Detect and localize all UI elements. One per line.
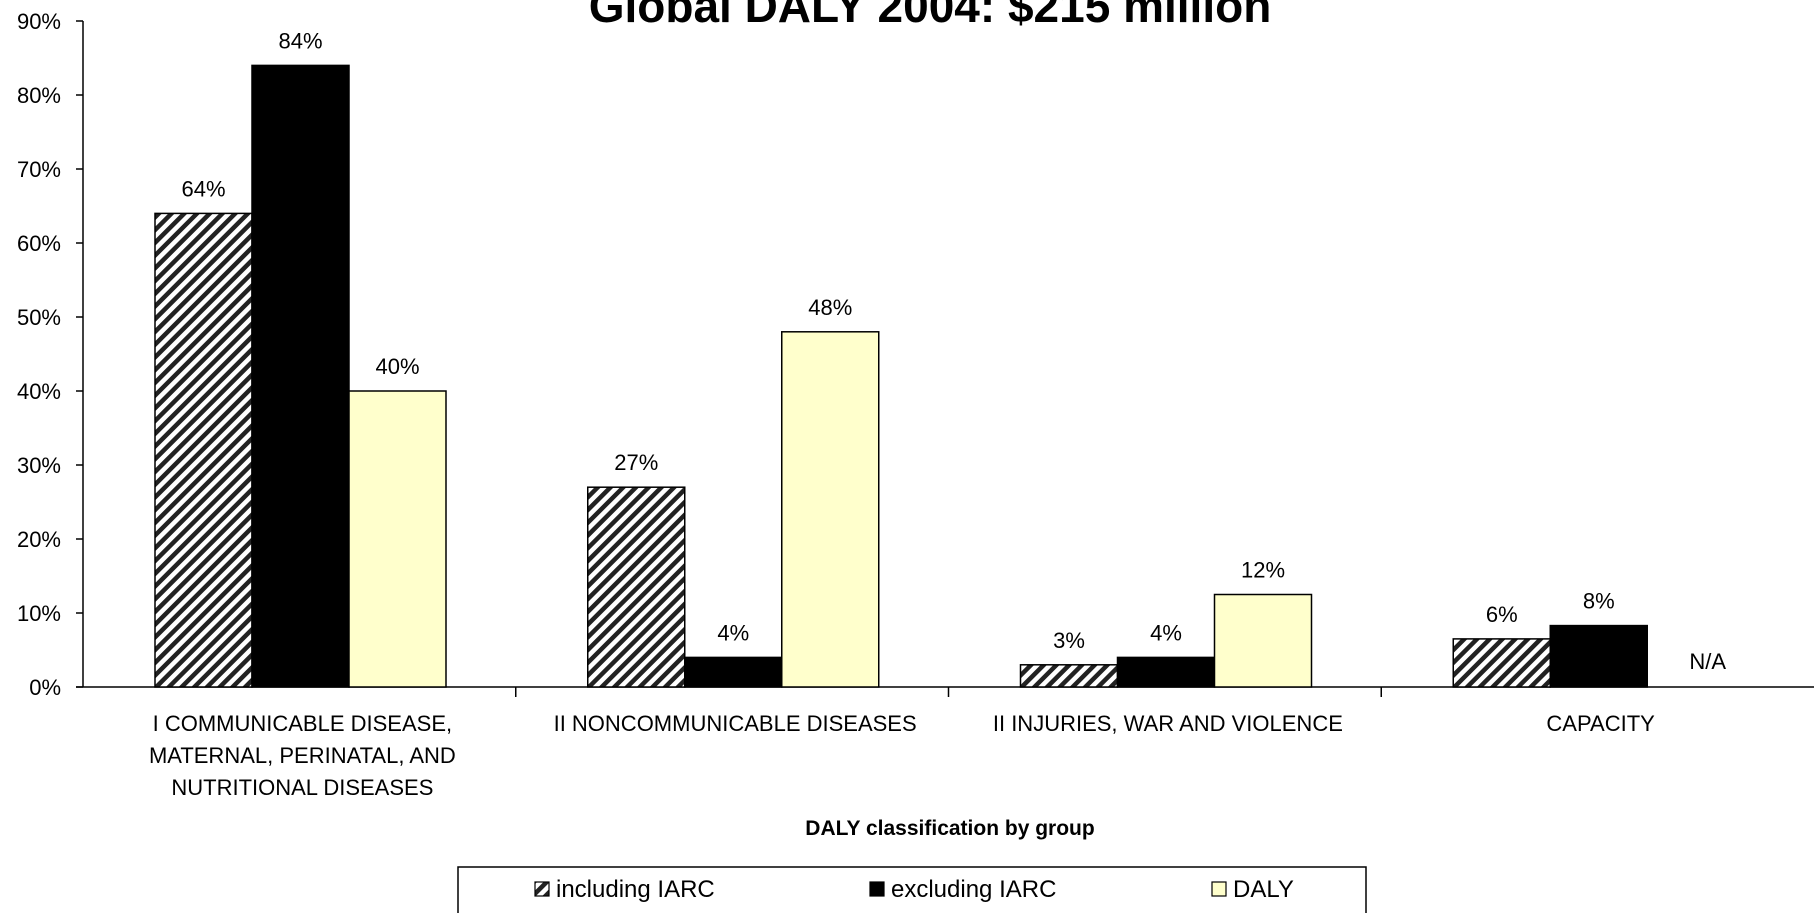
data-labels: 64% 27% 3% 6% 84% 4% 4% 8% 40% 48% 12% N/A xyxy=(181,28,1726,674)
bar xyxy=(1452,638,1551,688)
legend-label: including IARC xyxy=(556,876,715,903)
chart-title: Global DALY 2004: $215 million xyxy=(589,0,1272,32)
bars xyxy=(154,64,1648,688)
legend-label: excluding IARC xyxy=(891,876,1056,903)
y-tick-label: 70% xyxy=(17,157,61,182)
data-label: 27% xyxy=(614,450,658,475)
bar xyxy=(348,390,447,688)
legend-swatch xyxy=(869,881,885,897)
data-label: 4% xyxy=(1150,620,1182,645)
x-tick-label: II NONCOMMUNICABLE DISEASES xyxy=(554,711,917,736)
bar xyxy=(1019,664,1119,688)
y-tick-label: 10% xyxy=(17,601,61,626)
axes: 0% 10% 20% 30% 40% 50% 60% 70% 80% 90% I COMMUNICA… xyxy=(17,9,1814,800)
y-tick-label: 0% xyxy=(29,675,61,700)
y-tick-label: 60% xyxy=(17,231,61,256)
legend-label: DALY xyxy=(1233,876,1294,903)
data-label: 6% xyxy=(1486,602,1518,627)
bar xyxy=(587,486,686,688)
bar xyxy=(1213,593,1313,688)
data-label: 40% xyxy=(375,354,419,379)
legend-swatch xyxy=(534,881,550,897)
y-tick-label: 30% xyxy=(17,453,61,478)
y-tick-label: 80% xyxy=(17,83,61,108)
y-tick-label: 50% xyxy=(17,305,61,330)
data-label: N/A xyxy=(1689,649,1726,674)
bar xyxy=(781,331,880,688)
data-label: 64% xyxy=(181,176,225,201)
y-tick-label: 90% xyxy=(17,9,61,34)
bar xyxy=(251,64,350,688)
x-tick-label: CAPACITY xyxy=(1546,711,1655,736)
bar xyxy=(684,656,783,688)
bar xyxy=(1116,656,1216,688)
legend-swatch xyxy=(1211,881,1227,897)
data-label: 48% xyxy=(808,295,852,320)
y-tick-label: 40% xyxy=(17,379,61,404)
data-label: 3% xyxy=(1053,628,1085,653)
data-label: 12% xyxy=(1241,558,1285,583)
data-label: 8% xyxy=(1583,589,1615,614)
x-axis-title: DALY classification by group xyxy=(805,817,1094,840)
x-tick-label: II INJURIES, WAR AND VIOLENCE xyxy=(993,711,1343,736)
x-tick-label: I COMMUNICABLE DISEASE, MATERNAL, PERINAT… xyxy=(149,711,456,800)
bar xyxy=(154,212,253,688)
bar xyxy=(1549,624,1648,688)
data-label: 84% xyxy=(278,28,322,53)
legend: including IARC excluding IARC DALY xyxy=(457,866,1367,913)
data-label: 4% xyxy=(717,620,749,645)
y-tick-label: 20% xyxy=(17,527,61,552)
